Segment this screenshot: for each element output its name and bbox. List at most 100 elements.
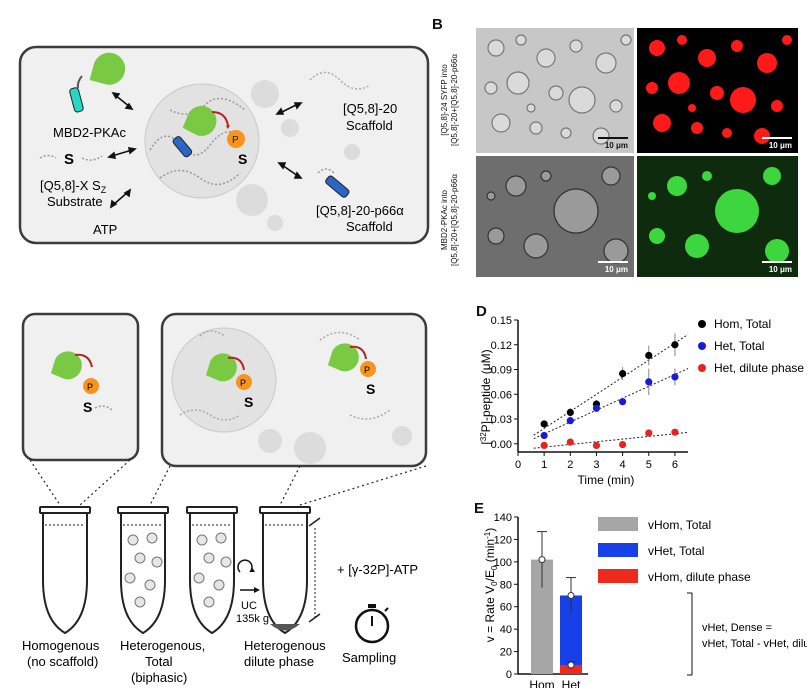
d-legend-marker: [698, 342, 706, 350]
d-data-point: [619, 398, 627, 406]
svg-text:+ [γ-32P]-ATP: + [γ-32P]-ATP: [337, 562, 418, 577]
e-bar: [531, 559, 553, 674]
d-x-tick-label: 4: [620, 459, 626, 471]
d-fit-line: [533, 334, 689, 436]
svg-text:P: P: [87, 382, 93, 392]
d-data-point: [619, 370, 627, 378]
svg-text:MBD2-PKAc: MBD2-PKAc: [53, 125, 126, 140]
d-data-point: [592, 441, 601, 449]
svg-text:dilute phase: dilute phase: [244, 654, 314, 669]
d-data-point: [645, 351, 653, 360]
d-data-point: [540, 431, 548, 440]
d-fit-line: [533, 368, 689, 440]
panel-b-label: B: [432, 16, 443, 33]
e-y-tick-label: 100: [494, 557, 512, 569]
e-bar: [560, 595, 582, 674]
svg-text:UC: UC: [241, 600, 257, 612]
e-annotation-1: vHet, Dense =: [702, 622, 772, 634]
svg-text:[Q5,8]-20-p66α: [Q5,8]-20-p66α: [316, 203, 404, 218]
d-data-point: [671, 428, 679, 436]
svg-text:S: S: [366, 381, 375, 397]
d-data-point: [645, 429, 653, 437]
e-mean-point: [567, 592, 575, 599]
d-legend-marker: [698, 364, 706, 372]
svg-text:Homogenous: Homogenous: [22, 638, 100, 653]
fluorescence-image-2: 10 μm: [637, 156, 798, 277]
d-data-point: [645, 378, 653, 386]
e-annotation-2: vHet, Total - vHet, dilute: [702, 638, 807, 650]
svg-text:[Q5,8]-X SZ: [Q5,8]-X SZ: [40, 178, 107, 195]
d-y-tick-label: 0.06: [491, 389, 512, 401]
d-data-point: [540, 441, 548, 449]
d-data-point: [566, 438, 574, 446]
d-legend-label: Hom, Total: [714, 317, 771, 331]
e-y-tick-label: 40: [500, 624, 512, 636]
panel-e-chart: v = Rate V0/E0 (min-1) vHet, Dense = vHe…: [483, 512, 807, 688]
d-data-point: [566, 408, 574, 416]
d-data-point: [671, 341, 679, 349]
brightfield-image-2: 10 μm: [476, 156, 634, 277]
e-y-tick-label: 0: [506, 669, 512, 681]
svg-text:Scaffold: Scaffold: [346, 219, 393, 234]
e-legend-swatch: [598, 569, 638, 583]
e-legend-swatch: [598, 517, 638, 531]
panel-d-label: D: [476, 303, 487, 320]
d-data-point: [540, 420, 548, 428]
d-data-point: [566, 417, 574, 425]
e-mean-point: [538, 556, 546, 564]
svg-text:Sampling: Sampling: [342, 650, 396, 665]
svg-text:Total: Total: [145, 654, 173, 669]
svg-text:ATP: ATP: [93, 222, 117, 237]
phosphate-icon: [227, 130, 245, 148]
e-y-tick-label: 60: [500, 602, 512, 614]
d-legend-marker: [698, 320, 706, 328]
svg-text:Heterogenous: Heterogenous: [244, 638, 326, 653]
svg-text:Heterogenous,: Heterogenous,: [120, 638, 205, 653]
d-x-tick-label: 2: [567, 459, 573, 471]
panel-c: P S P S P S: [21, 312, 428, 685]
d-y-tick-label: 0.09: [491, 365, 512, 377]
d-legend-label: Het, dilute phase: [714, 361, 804, 375]
e-y-axis-label: v = Rate V0/E0 (min-1): [483, 528, 499, 642]
svg-text:Scaffold: Scaffold: [346, 118, 393, 133]
d-data-point: [592, 404, 601, 412]
svg-text:P: P: [232, 135, 239, 146]
d-y-tick-label: 0.15: [491, 315, 512, 327]
e-y-tick-label: 120: [494, 534, 512, 546]
svg-text:S: S: [238, 151, 247, 167]
pka-enzyme-icon: [69, 52, 126, 113]
e-legend-label: vHom, dilute phase: [648, 570, 751, 584]
d-y-tick-label: 0.03: [491, 414, 512, 426]
panel-e-label: E: [474, 500, 485, 517]
rotation-icon: [237, 559, 253, 573]
svg-text:S: S: [64, 151, 74, 168]
svg-text:P: P: [364, 365, 370, 375]
d-data-point: [619, 440, 627, 449]
d-legend-label: Het, Total: [714, 339, 764, 353]
e-x-tick-label: Hom: [529, 678, 554, 688]
e-y-tick-label: 20: [500, 647, 512, 659]
d-x-tick-label: 3: [593, 459, 599, 471]
d-y-tick-label: 0.00: [491, 439, 512, 451]
fluorescence-image-1: 10 μm: [637, 28, 798, 153]
d-y-tick-label: 0.12: [491, 340, 512, 352]
e-y-tick-label: 80: [500, 579, 512, 591]
e-bar: [560, 665, 582, 674]
d-x-tick-label: 0: [515, 459, 521, 471]
svg-text:S: S: [244, 394, 253, 410]
svg-text:135k g: 135k g: [236, 613, 269, 625]
d-x-tick-label: 6: [672, 459, 678, 471]
d-x-tick-label: 1: [541, 459, 547, 471]
svg-text:(no scaffold): (no scaffold): [27, 654, 98, 669]
svg-text:[Q5,8]-20: [Q5,8]-20: [343, 101, 397, 116]
panel-a: P S S MBD2-PKAc [Q5,8]-X SZ Substrate AT…: [18, 45, 430, 245]
e-x-tick-label: Het: [562, 678, 581, 688]
e-legend-label: vHom, Total: [648, 518, 711, 532]
svg-text:Substrate: Substrate: [47, 194, 103, 209]
d-x-tick-label: 5: [646, 459, 652, 471]
pka-bound-icon: [172, 105, 230, 158]
d-fit-line: [533, 431, 689, 449]
d-y-axis-label: [32P]-peptide (μM): [479, 349, 493, 444]
stopwatch-icon: [354, 604, 390, 644]
e-legend-label: vHet, Total: [648, 544, 704, 558]
